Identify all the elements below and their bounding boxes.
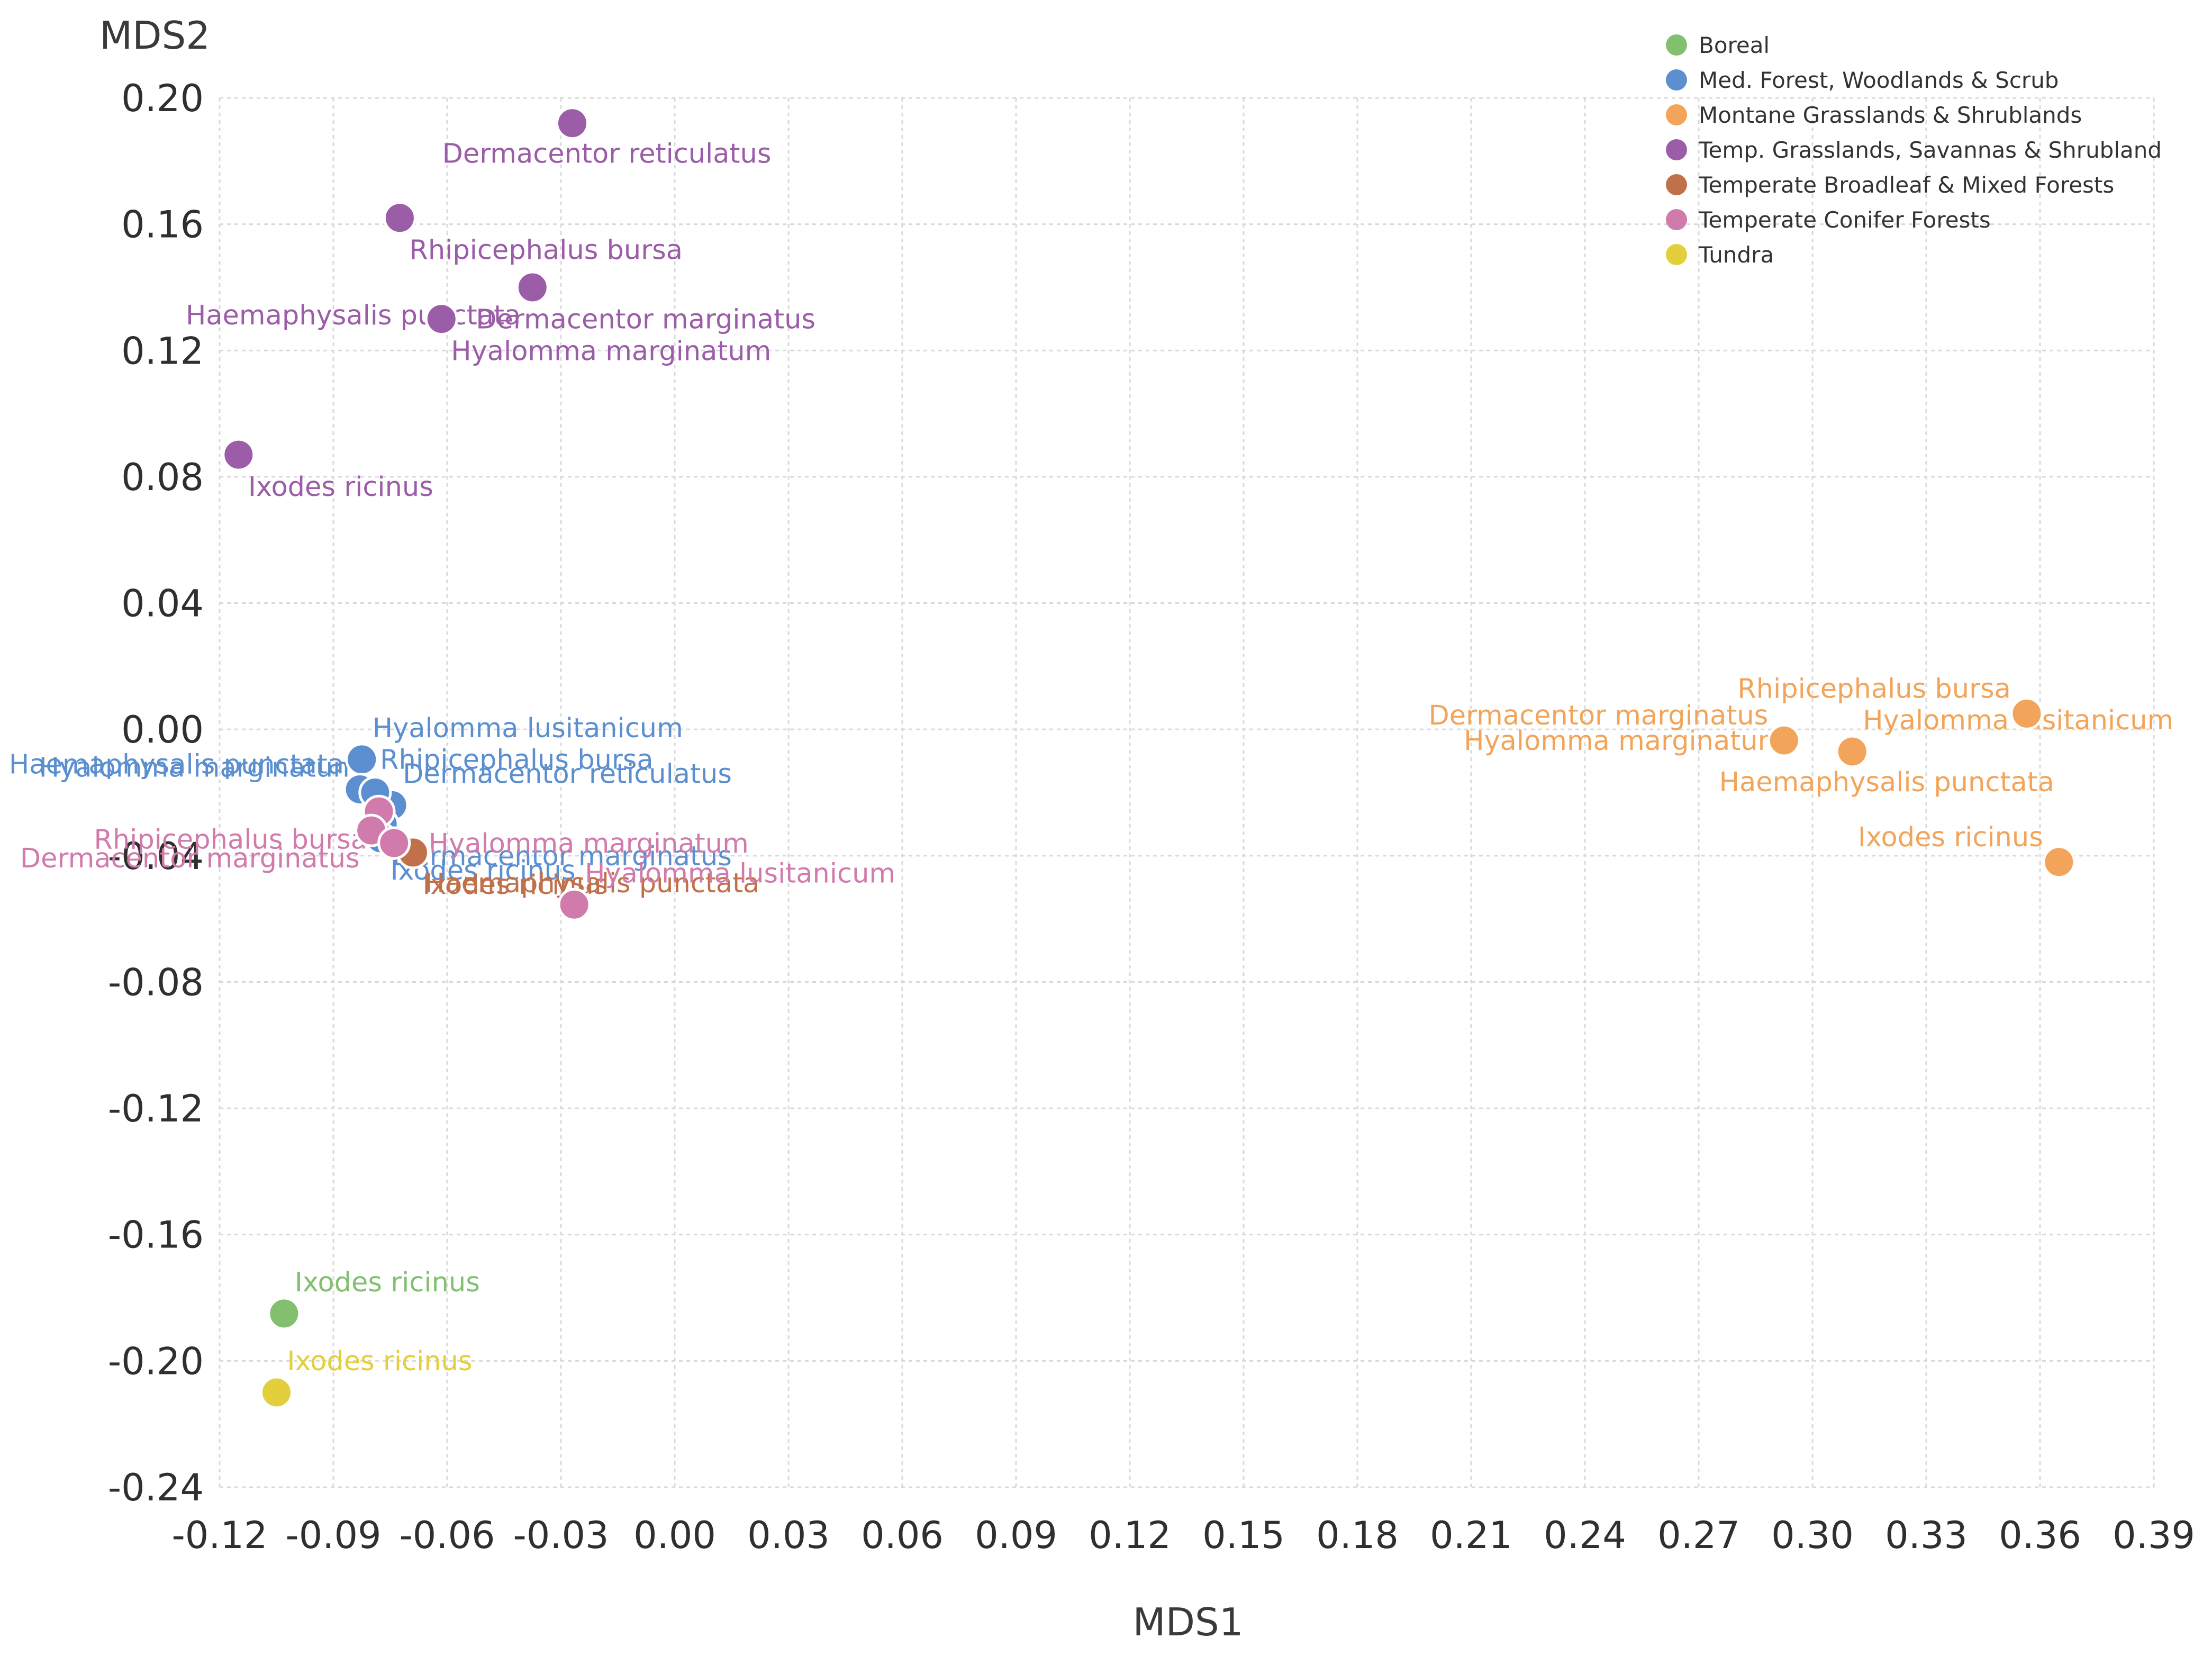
point-label: Ixodes ricinus	[287, 1346, 473, 1377]
x-tick-label: -0.09	[285, 1514, 381, 1557]
x-tick-label: 0.03	[747, 1514, 830, 1557]
x-tick-label: 0.15	[1202, 1514, 1285, 1557]
x-axis-title: MDS1	[1132, 1600, 1243, 1644]
x-tick-label: 0.09	[975, 1514, 1057, 1557]
legend-marker	[1666, 174, 1687, 195]
data-point	[377, 826, 411, 860]
point-label: Hyalomma marginatum	[39, 753, 359, 784]
y-tick-label: 0.20	[121, 77, 204, 120]
legend-marker	[1666, 209, 1687, 230]
legend-item: Temp. Grasslands, Savannas & Shrubland	[1666, 137, 2162, 163]
point-label: Rhipicephalus bursa	[409, 235, 683, 266]
x-tick-label: -0.03	[513, 1514, 609, 1557]
point-label: Hyalomma marginatum	[1464, 726, 1784, 757]
point-label: Dermacentor marginatus	[476, 304, 815, 336]
x-tick-label: 0.24	[1544, 1514, 1626, 1557]
x-tick-label: 0.36	[1999, 1514, 2081, 1557]
y-tick-label: 0.04	[121, 582, 204, 626]
point-label: Ixodes ricinus	[295, 1267, 480, 1298]
x-tick-label: 0.00	[633, 1514, 716, 1557]
data-point	[222, 438, 256, 472]
point-label: Hyalomma marginatum	[451, 336, 771, 367]
y-tick-label: 0.16	[121, 203, 204, 247]
legend-marker	[1666, 34, 1687, 56]
legend-item: Temperate Broadleaf & Mixed Forests	[1666, 172, 2114, 198]
data-point	[383, 201, 416, 235]
legend-marker	[1666, 69, 1687, 91]
x-tick-label: 0.39	[2113, 1514, 2195, 1557]
x-tick-label: 0.21	[1430, 1514, 1512, 1557]
data-point	[345, 743, 379, 776]
x-tick-label: 0.18	[1316, 1514, 1399, 1557]
legend-label: Temperate Conifer Forests	[1698, 207, 1991, 233]
y-tick-label: -0.12	[108, 1087, 204, 1130]
point-label: Haemaphysalis punctata	[186, 300, 521, 331]
point-label: Hyalomma marginatum	[429, 828, 749, 859]
x-tick-label: 0.33	[1885, 1514, 1968, 1557]
data-point	[267, 1297, 301, 1331]
legend-marker	[1666, 104, 1687, 125]
legend-label: Temperate Broadleaf & Mixed Forests	[1698, 172, 2114, 198]
point-label: Ixodes ricinus	[248, 472, 433, 503]
y-tick-label: 0.00	[121, 708, 204, 752]
y-tick-label: -0.16	[108, 1214, 204, 1257]
point-label: Haemaphysalis punctata	[424, 868, 759, 899]
y-tick-label: 0.08	[121, 456, 204, 499]
axis-ticks: -0.12 -0.09 -0.06 -0.03 0.00 0.03 0.06 0.09 0.12…	[108, 77, 2195, 1557]
legend-item: Boreal	[1666, 32, 1770, 58]
point-label: Dermacentor marginatus	[20, 843, 360, 874]
legend: Boreal Med. Forest, Woodlands & Scrub Mont…	[1666, 32, 2162, 268]
point-label: Dermacentor marginatus	[392, 841, 732, 872]
data-point	[260, 1376, 293, 1409]
point-label: Dermacentor marginatus	[1428, 700, 1768, 731]
data-points	[222, 106, 2076, 1409]
point-label: Dermacentor reticulatus	[403, 758, 732, 790]
y-tick-label: -0.24	[108, 1466, 204, 1509]
x-tick-label: 0.12	[1089, 1514, 1171, 1557]
data-point	[1835, 735, 1869, 768]
data-point	[1767, 723, 1801, 757]
data-point	[557, 888, 591, 921]
data-point	[2010, 696, 2044, 730]
data-point	[556, 106, 589, 140]
point-label: Rhipicephalus bursa	[94, 824, 367, 855]
data-point	[2042, 845, 2076, 879]
legend-label: Med. Forest, Woodlands & Scrub	[1699, 67, 2059, 93]
x-tick-label: -0.06	[399, 1514, 495, 1557]
point-label: Hyalomma lusitanicum	[585, 858, 895, 889]
y-tick-label: 0.12	[121, 329, 204, 373]
y-tick-label: -0.04	[108, 835, 204, 878]
point-label: Ixodes ricinus	[1858, 822, 2043, 853]
data-point	[515, 270, 549, 304]
legend-label: Boreal	[1699, 32, 1770, 58]
legend-label: Tundra	[1698, 242, 1774, 268]
data-point	[424, 302, 458, 336]
y-tick-label: -0.20	[108, 1340, 204, 1383]
legend-item: Temperate Conifer Forests	[1666, 207, 1991, 233]
legend-item: Med. Forest, Woodlands & Scrub	[1666, 67, 2059, 93]
legend-label: Temp. Grasslands, Savannas & Shrubland	[1698, 137, 2162, 163]
legend-marker	[1666, 244, 1687, 265]
point-label: Haemaphysalis punctata	[1719, 767, 2054, 798]
legend-item: Montane Grasslands & Shrublands	[1666, 102, 2082, 128]
x-tick-label: 0.06	[861, 1514, 944, 1557]
x-tick-label: 0.27	[1657, 1514, 1740, 1557]
x-tick-label: 0.30	[1771, 1514, 1854, 1557]
point-label: Hyalomma lusitanicum	[373, 713, 683, 744]
legend-item: Tundra	[1666, 242, 1774, 268]
point-label: Rhipicephalus bursa	[1737, 673, 2011, 704]
point-label: Haemaphysalis punctata	[9, 749, 344, 781]
point-label: Dermacentor reticulatus	[442, 139, 772, 170]
point-label: Rhipicephalus bursa	[380, 745, 654, 776]
y-axis-title: MDS2	[99, 13, 210, 58]
legend-label: Montane Grasslands & Shrublands	[1699, 102, 2082, 128]
x-tick-label: -0.12	[171, 1514, 267, 1557]
legend-marker	[1666, 139, 1687, 160]
y-tick-label: -0.08	[108, 961, 204, 1004]
